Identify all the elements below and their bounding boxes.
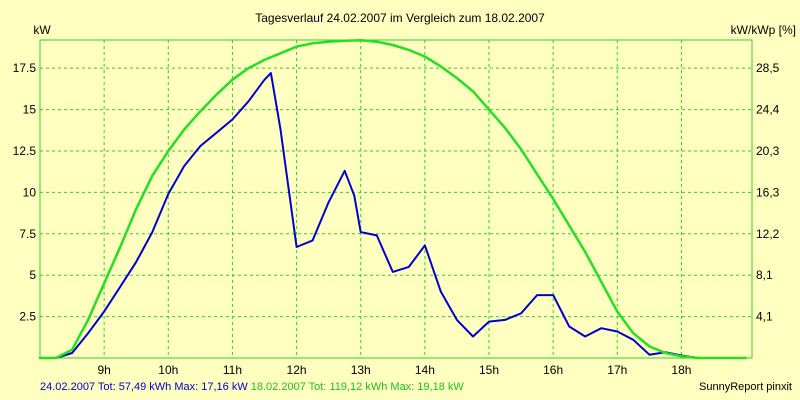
y-tick-label: 7.5: [19, 227, 36, 241]
legend-reference: 18.02.2007 Tot: 119,12 kWh Max: 19,18 kW: [250, 381, 464, 393]
y2-tick-label: 24,4: [756, 103, 780, 117]
y-tick-label: 2.5: [19, 310, 36, 324]
y-tick-label: 17.5: [13, 61, 37, 75]
x-tick-label: 14h: [415, 363, 435, 377]
x-tick-label: 15h: [479, 363, 499, 377]
legend-current: 24.02.2007 Tot: 57,49 kWh Max: 17,16 kW: [40, 381, 248, 393]
chart-title: Tagesverlauf 24.02.2007 im Vergleich zum…: [255, 11, 545, 25]
footer-legend: 24.02.2007 Tot: 57,49 kWh Max: 17,16 kW …: [40, 381, 464, 393]
plot-frame: [39, 39, 753, 359]
x-tick-label: 17h: [607, 363, 627, 377]
footer: 24.02.2007 Tot: 57,49 kWh Max: 17,16 kW …: [0, 381, 800, 397]
x-tick-label: 11h: [223, 363, 242, 377]
x-tick-label: 18h: [671, 363, 691, 377]
footer-branding: SunnyReport pinxit: [699, 381, 792, 393]
x-tick-label: 10h: [158, 363, 178, 377]
y-tick-label: 12.5: [13, 144, 37, 158]
series-line-current: [39, 72, 731, 359]
x-tick-label: 9h: [97, 363, 110, 377]
y2-tick-label: 12,2: [756, 227, 780, 241]
y-tick-label: 5: [29, 268, 36, 282]
x-tick-label: 16h: [543, 363, 563, 377]
x-tick-label: 12h: [287, 363, 307, 377]
y-tick-label: 10: [23, 185, 37, 199]
y2-tick-label: 28,5: [756, 61, 780, 75]
axis-tick-labels: 9h 10h 11h 12h 13h 14h 15h 16h 17h 18h 2.5 5 7.5 10 12…: [13, 61, 780, 377]
series-line-reference: [38, 39, 747, 360]
x-tick-label: 13h: [351, 363, 371, 377]
y2-axis-label: kW/kWp [%]: [731, 23, 796, 37]
y2-tick-label: 16,3: [756, 185, 780, 199]
y-tick-label: 15: [23, 103, 37, 117]
grid: [40, 40, 752, 358]
series-lines: [38, 39, 747, 360]
y2-tick-label: 4,1: [756, 310, 773, 324]
y-axis-label: kW: [33, 23, 51, 37]
y2-tick-label: 8,1: [756, 268, 773, 282]
y2-tick-label: 20,3: [756, 144, 780, 158]
